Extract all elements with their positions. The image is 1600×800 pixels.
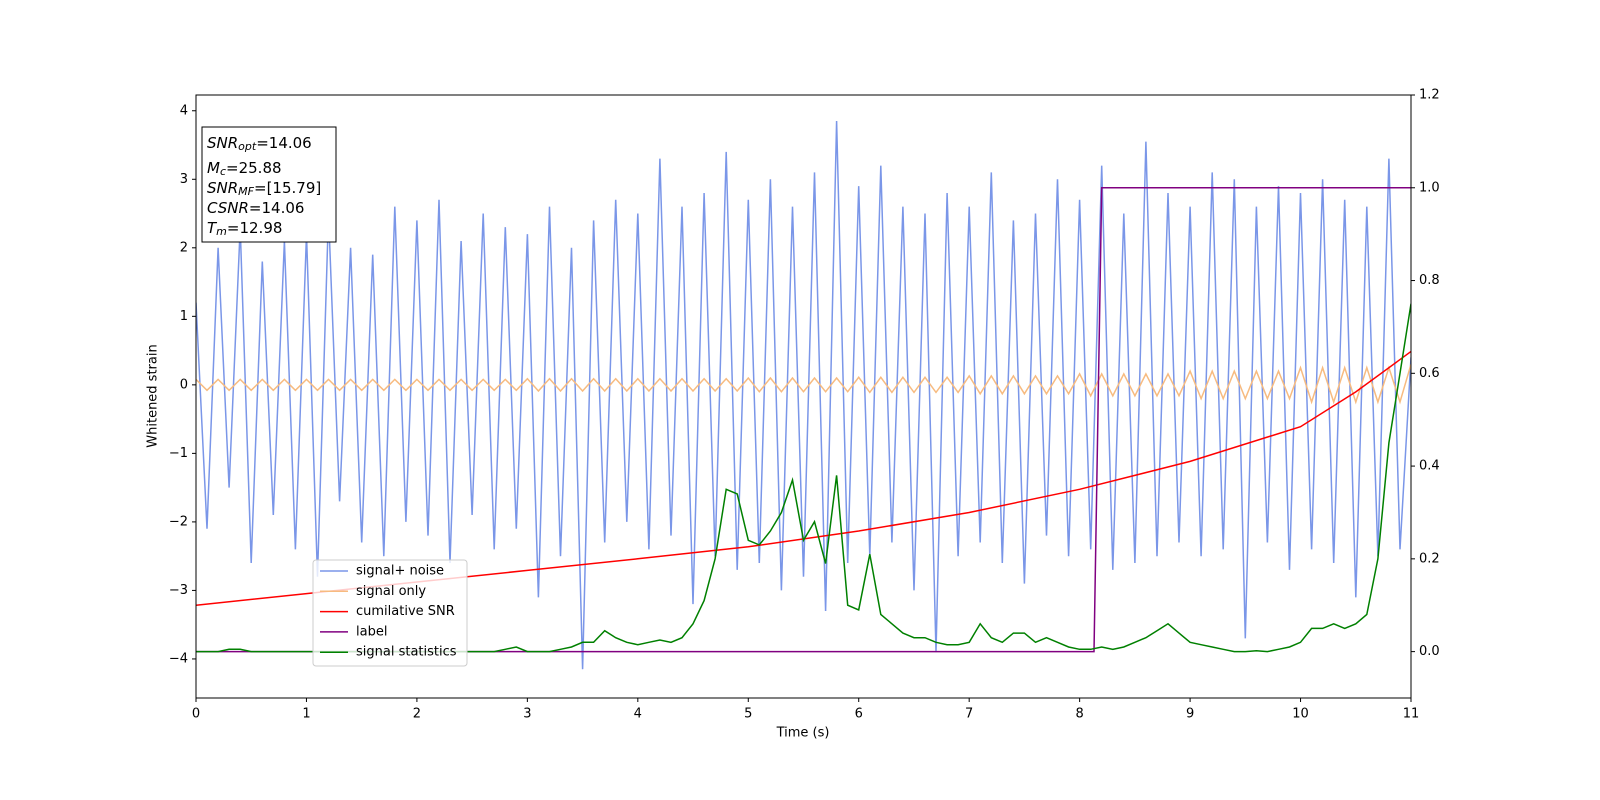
annotation-value: =[15.79]	[254, 179, 321, 197]
annotation: SNRMF=[15.79]	[207, 179, 321, 199]
annotation-value: =25.88	[226, 159, 282, 177]
annotation-symbol: T	[207, 219, 218, 237]
x-tick-label: 8	[1075, 707, 1083, 722]
y-tick-label: −3	[169, 583, 188, 598]
annotation-symbol: M	[207, 159, 220, 177]
annotation-value: =12.98	[227, 219, 283, 237]
series-line	[196, 364, 1411, 405]
annotation-symbol: CSNR	[207, 199, 249, 217]
annotation-subscript: m	[216, 225, 227, 238]
x-tick-label: 2	[413, 707, 421, 722]
y2-tick-label: 0.6	[1419, 366, 1440, 381]
y2-tick-label: 1.0	[1419, 180, 1440, 195]
series-line	[196, 120, 1411, 670]
x-tick-label: 7	[965, 707, 973, 722]
annotation-value: =14.06	[249, 199, 305, 217]
legend-label: signal only	[356, 584, 426, 599]
y-tick-label: 3	[180, 172, 188, 187]
y-tick-label: 4	[180, 103, 188, 118]
x-axis-label: Time (s)	[776, 726, 830, 741]
annotation-box	[201, 126, 337, 243]
annotation-symbol: SNR	[207, 179, 238, 197]
x-tick-label: 10	[1292, 707, 1309, 722]
y-tick-label: 1	[180, 309, 188, 324]
y2-tick-label: 0.4	[1419, 459, 1440, 474]
y2-tick-label: 0.0	[1419, 644, 1440, 659]
annotation-subscript: c	[220, 165, 226, 178]
y2-tick-label: 0.2	[1419, 551, 1440, 566]
x-tick-label: 4	[634, 707, 642, 722]
plot-frame	[195, 94, 1412, 699]
x-tick-label: 0	[192, 707, 200, 722]
y-tick-label: −2	[169, 514, 188, 529]
annotation: Tm=12.98	[207, 219, 282, 239]
legend-label: cumilative SNR	[356, 604, 455, 619]
annotation-subscript: opt	[238, 140, 257, 153]
x-tick-label: 6	[855, 707, 863, 722]
annotation-subscript: MF	[238, 185, 254, 198]
y2-tick-label: 1.2	[1419, 88, 1440, 103]
x-tick-label: 1	[302, 707, 310, 722]
legend-label: label	[356, 624, 387, 639]
x-tick-label: 9	[1186, 707, 1194, 722]
annotation-value: =14.06	[256, 134, 312, 152]
y-tick-label: −4	[169, 651, 188, 666]
legend-box	[312, 559, 468, 667]
y2-tick-label: 0.8	[1419, 273, 1440, 288]
annotation: SNRopt=14.06	[207, 134, 312, 154]
y-axis-label: Whitened strain	[146, 344, 161, 447]
x-tick-label: 3	[523, 707, 531, 722]
annotation-symbol: SNR	[207, 134, 238, 152]
annotation: Mc=25.88	[207, 159, 282, 179]
series-line	[196, 187, 1411, 653]
x-tick-label: 5	[744, 707, 752, 722]
legend-label: signal statistics	[356, 645, 457, 660]
y-tick-label: 0	[180, 377, 188, 392]
annotation: CSNR=14.06	[207, 199, 304, 217]
x-tick-label: 11	[1403, 707, 1420, 722]
y-tick-label: 2	[180, 240, 188, 255]
y-tick-label: −1	[169, 446, 188, 461]
legend-label: signal+ noise	[356, 564, 444, 579]
